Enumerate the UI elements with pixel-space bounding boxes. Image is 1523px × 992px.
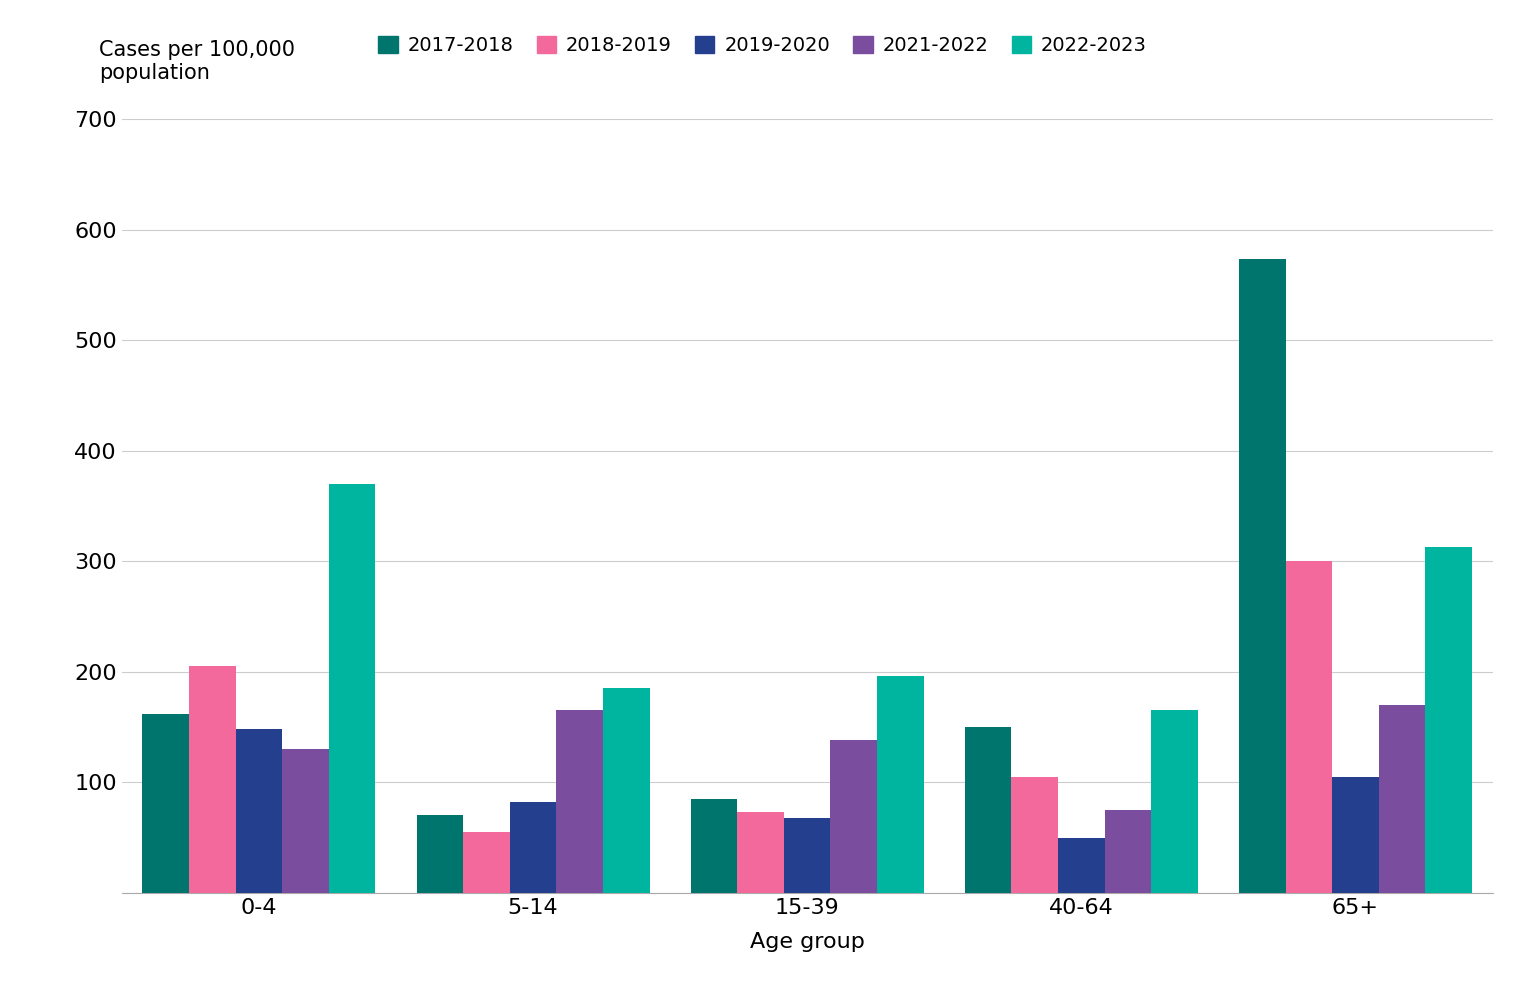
- X-axis label: Age group: Age group: [749, 931, 865, 951]
- Bar: [142, 713, 189, 893]
- Bar: [784, 817, 830, 893]
- Bar: [282, 749, 329, 893]
- Bar: [1058, 837, 1104, 893]
- Bar: [603, 688, 649, 893]
- Bar: [1426, 547, 1473, 893]
- Bar: [1378, 705, 1426, 893]
- Bar: [463, 832, 510, 893]
- Legend: 2017-2018, 2018-2019, 2019-2020, 2021-2022, 2022-2023: 2017-2018, 2018-2019, 2019-2020, 2021-20…: [378, 36, 1147, 56]
- Bar: [236, 729, 282, 893]
- Bar: [691, 799, 737, 893]
- Bar: [189, 667, 236, 893]
- Bar: [1151, 710, 1199, 893]
- Bar: [1011, 777, 1058, 893]
- Bar: [966, 727, 1011, 893]
- Text: Cases per 100,000
population: Cases per 100,000 population: [99, 40, 295, 83]
- Bar: [1333, 777, 1378, 893]
- Bar: [877, 677, 923, 893]
- Bar: [737, 812, 784, 893]
- Bar: [329, 484, 375, 893]
- Bar: [1104, 809, 1151, 893]
- Bar: [1240, 260, 1285, 893]
- Bar: [556, 710, 603, 893]
- Bar: [510, 803, 556, 893]
- Bar: [1285, 561, 1333, 893]
- Bar: [417, 815, 463, 893]
- Bar: [830, 740, 877, 893]
